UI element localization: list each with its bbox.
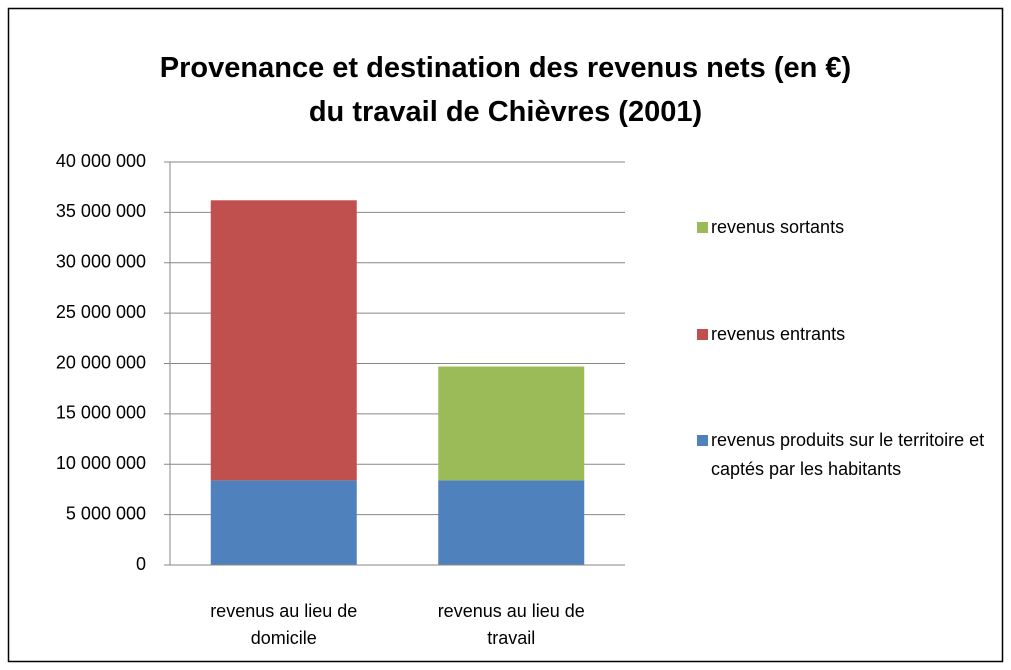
x-tick-label: revenus au lieu de domicile <box>210 601 358 648</box>
bar-segment <box>210 480 357 565</box>
legend-label: revenus sortants <box>711 217 845 237</box>
y-tick-label: 25 000 000 <box>56 302 146 322</box>
legend-swatch <box>697 435 708 446</box>
y-tick-label: 0 <box>136 554 146 574</box>
legend-label: revenus entrants <box>711 324 846 344</box>
chart-title: Provenance et destination des revenus ne… <box>159 52 852 84</box>
chart-title: du travail de Chièvres (2001) <box>308 96 703 128</box>
y-tick-label: 5 000 000 <box>66 503 146 523</box>
x-tick-label: revenus au lieu de travail <box>437 601 585 648</box>
y-tick-label: 35 000 000 <box>56 201 146 221</box>
y-tick-label: 40 000 000 <box>56 151 146 171</box>
y-tick-label: 20 000 000 <box>56 352 146 372</box>
y-tick-label: 10 000 000 <box>56 453 146 473</box>
legend-swatch <box>697 329 708 340</box>
bar-segment <box>210 200 357 481</box>
bar-segment <box>438 480 585 565</box>
y-tick-label: 30 000 000 <box>56 252 146 272</box>
legend-swatch <box>697 222 708 233</box>
y-tick-label: 15 000 000 <box>56 403 146 423</box>
bar-segment <box>438 366 585 481</box>
legend-label: revenus produits sur le territoire et ca… <box>711 430 985 479</box>
